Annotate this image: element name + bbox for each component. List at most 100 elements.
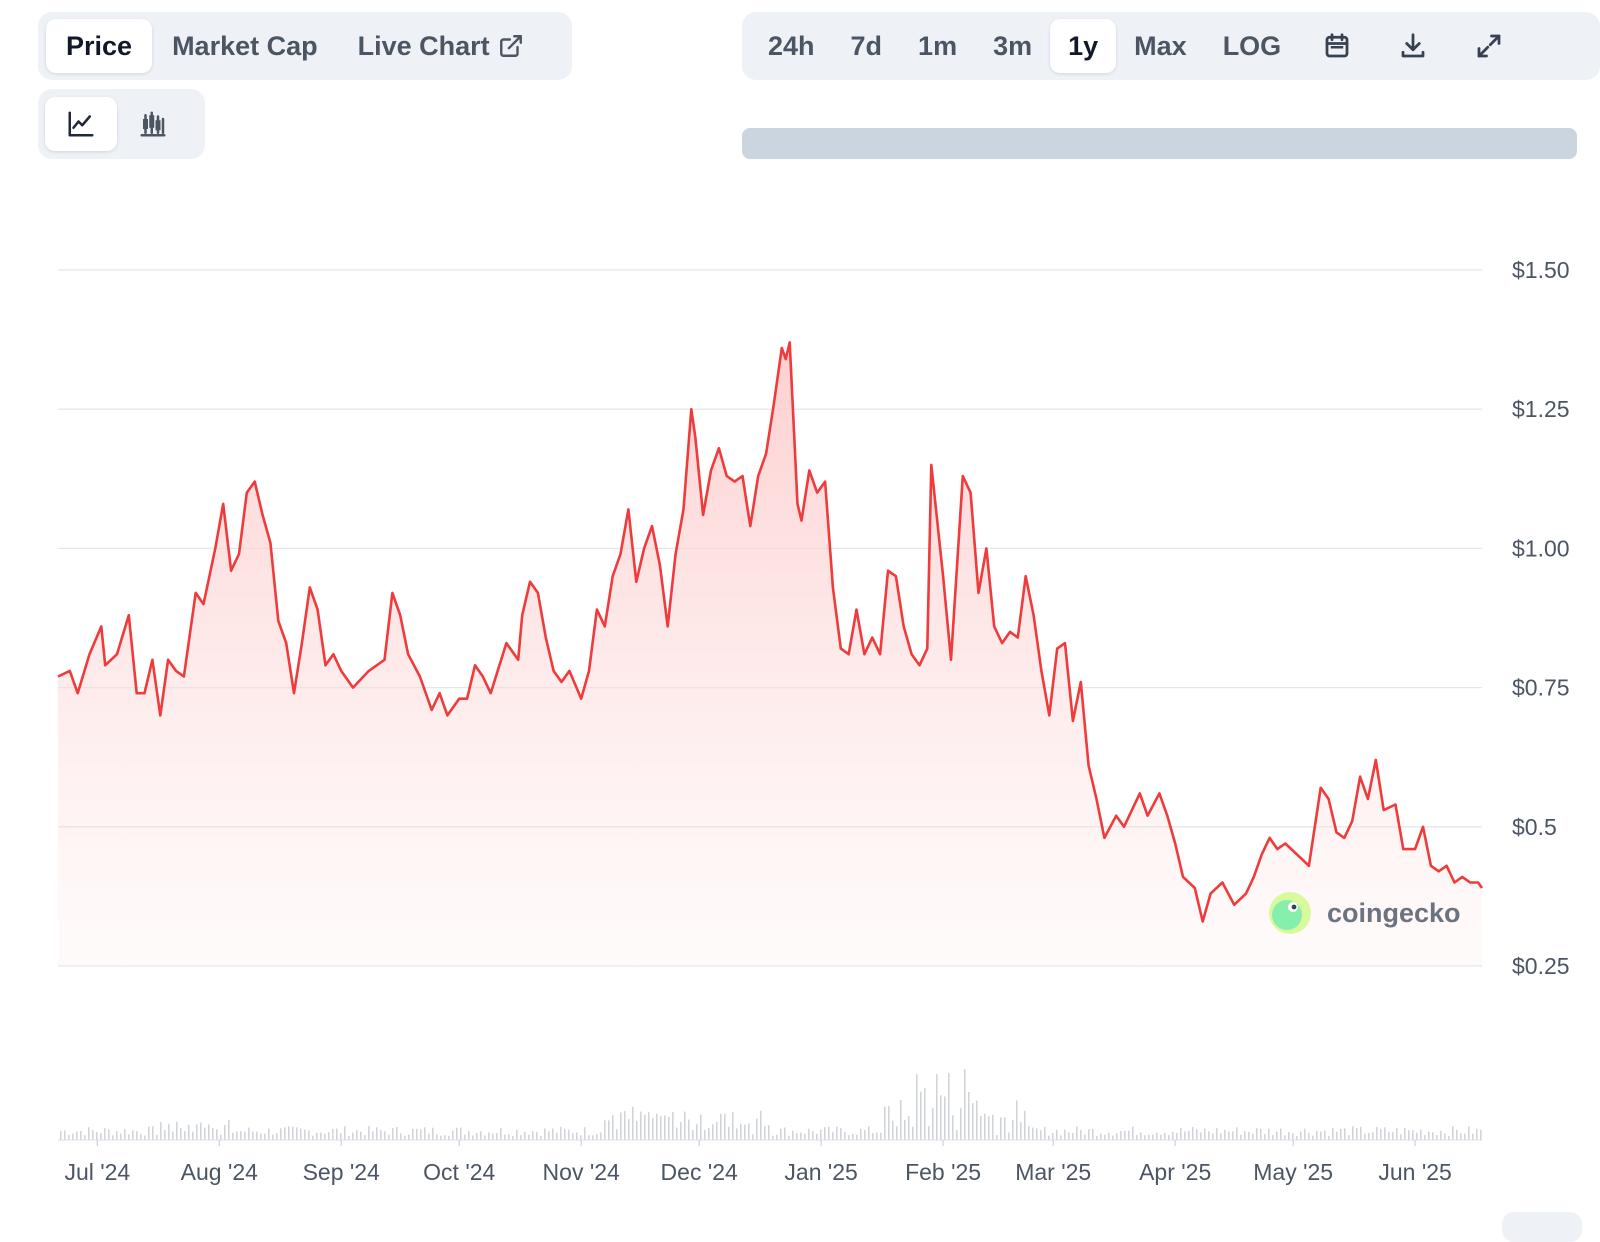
tab-live-chart[interactable]: Live Chart: [338, 19, 544, 73]
volume-bar: [504, 1134, 506, 1140]
download-button[interactable]: [1375, 19, 1451, 73]
volume-bar: [988, 1116, 990, 1140]
tab-live-chart-label: Live Chart: [357, 30, 490, 61]
volume-bar: [1384, 1127, 1386, 1140]
volume-bar: [1276, 1131, 1278, 1140]
candlestick-chart-button[interactable]: [117, 97, 189, 151]
volume-bar: [924, 1088, 926, 1140]
line-chart-button[interactable]: [45, 97, 117, 151]
volume-bar: [304, 1129, 306, 1140]
volume-bar: [428, 1133, 430, 1140]
volume-bar: [228, 1119, 230, 1140]
volume-bar: [1296, 1135, 1298, 1140]
volume-bar: [1440, 1130, 1442, 1140]
volume-bar: [1016, 1100, 1018, 1140]
volume-bar: [1248, 1131, 1250, 1140]
volume-bar: [120, 1133, 122, 1140]
volume-bar: [1260, 1129, 1262, 1140]
volume-bar: [740, 1123, 742, 1140]
volume-bar: [80, 1130, 82, 1140]
volume-bar: [376, 1127, 378, 1140]
volume-bar: [552, 1128, 554, 1140]
volume-bar: [772, 1135, 774, 1140]
volume-bar: [716, 1121, 718, 1140]
volume-bar: [104, 1128, 106, 1140]
log-scale-label: LOG: [1222, 30, 1282, 61]
volume-bar: [224, 1125, 226, 1140]
range-24h-button[interactable]: 24h: [750, 19, 833, 73]
volume-bar: [1256, 1128, 1258, 1140]
range-3m-button[interactable]: 3m: [975, 19, 1050, 73]
volume-bar: [1100, 1133, 1102, 1140]
volume-bar: [876, 1132, 878, 1140]
volume-bar: [1368, 1132, 1370, 1140]
price-area: [58, 342, 1482, 966]
volume-bar: [600, 1132, 602, 1140]
volume-bar: [1280, 1128, 1282, 1140]
volume-bar: [700, 1114, 702, 1140]
volume-bar: [360, 1131, 362, 1140]
tab-price[interactable]: Price: [46, 19, 153, 73]
range-1m-button[interactable]: 1m: [900, 19, 975, 73]
volume-bar: [708, 1128, 710, 1140]
volume-bar: [1312, 1135, 1314, 1140]
volume-bar: [1360, 1126, 1362, 1140]
volume-bar: [416, 1129, 418, 1140]
calendar-button[interactable]: [1299, 19, 1375, 73]
tab-market-cap[interactable]: Market Cap: [152, 19, 338, 73]
volume-bar: [124, 1129, 126, 1140]
volume-bar: [1108, 1132, 1110, 1140]
volume-bar: [1292, 1133, 1294, 1140]
volume-bars: [58, 1069, 1482, 1141]
range-1y-button[interactable]: 1y: [1050, 19, 1117, 73]
volume-bar: [388, 1134, 390, 1140]
range-navigator-slider[interactable]: [742, 128, 1577, 159]
volume-bar: [1104, 1134, 1106, 1140]
volume-bar: [908, 1115, 910, 1140]
volume-bar: [544, 1128, 546, 1140]
volume-bar: [784, 1127, 786, 1140]
volume-bar: [1332, 1128, 1334, 1140]
tab-market-cap-label: Market Cap: [172, 30, 318, 61]
volume-bar: [1236, 1127, 1238, 1140]
volume-bar: [92, 1130, 94, 1140]
volume-bar: [928, 1126, 930, 1140]
volume-bar: [832, 1132, 834, 1140]
expand-button[interactable]: [1451, 19, 1527, 73]
volume-bar: [508, 1134, 510, 1140]
volume-bar: [320, 1132, 322, 1140]
volume-bar: [756, 1118, 758, 1140]
corner-button[interactable]: [1502, 1212, 1582, 1242]
volume-bar: [1176, 1132, 1178, 1140]
volume-bar: [640, 1111, 642, 1140]
volume-bar: [844, 1131, 846, 1140]
volume-bar: [572, 1133, 574, 1140]
volume-bar: [384, 1131, 386, 1140]
volume-bar: [1356, 1128, 1358, 1140]
range-7d-button[interactable]: 7d: [833, 19, 901, 73]
volume-bar: [1072, 1133, 1074, 1140]
volume-bar: [340, 1133, 342, 1140]
volume-bar: [128, 1134, 130, 1140]
volume-bar: [1164, 1132, 1166, 1140]
volume-bar: [1416, 1132, 1418, 1140]
volume-bar: [1284, 1135, 1286, 1140]
volume-bar: [1188, 1130, 1190, 1140]
volume-bar: [648, 1112, 650, 1140]
log-scale-button[interactable]: LOG: [1205, 19, 1300, 73]
volume-bar: [1200, 1132, 1202, 1140]
volume-bar: [1028, 1126, 1030, 1140]
volume-bar: [532, 1131, 534, 1140]
volume-bar: [760, 1110, 762, 1140]
volume-bar: [1088, 1129, 1090, 1140]
volume-bar: [1060, 1135, 1062, 1140]
volume-bar: [288, 1126, 290, 1140]
volume-bar: [180, 1128, 182, 1140]
volume-bar: [236, 1131, 238, 1140]
range-max-button[interactable]: Max: [1116, 19, 1205, 73]
volume-bar: [1216, 1128, 1218, 1140]
x-tick-label: May '25: [1253, 1159, 1333, 1185]
volume-bar: [1208, 1131, 1210, 1140]
volume-bar: [328, 1132, 330, 1140]
